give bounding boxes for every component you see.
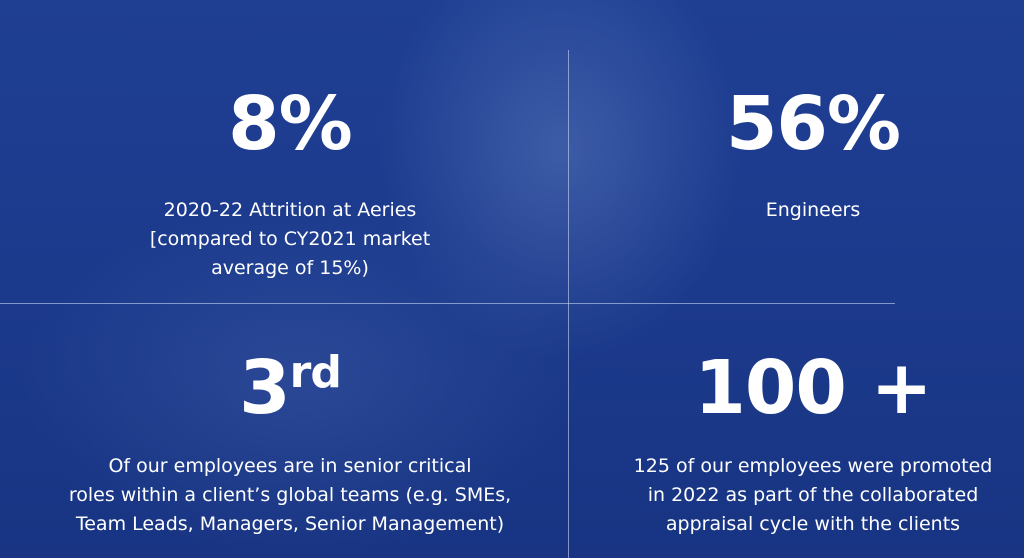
description-line: in 2022 as part of the collaborated: [647, 484, 979, 506]
description-line: Engineers: [765, 199, 861, 221]
description-line: Of our employees are in senior critical: [108, 455, 472, 477]
stat-value: 56%: [725, 81, 901, 167]
stat-number: 56%: [573, 84, 1024, 164]
stat-description: 125 of our employees were promoted in 202…: [573, 452, 1024, 539]
stat-value: 8%: [228, 81, 353, 167]
stat-number: 8%: [50, 84, 530, 164]
description-line: 2020-22 Attrition at Aeries: [163, 199, 417, 221]
stat-description: Engineers: [573, 196, 1024, 225]
stat-suffix: rd: [289, 347, 342, 398]
stat-description: 2020-22 Attrition at Aeries [compared to …: [50, 196, 530, 283]
description-line: 125 of our employees were promoted: [633, 455, 993, 477]
divider: [568, 50, 569, 558]
description-line: Team Leads, Managers, Senior Management): [75, 513, 505, 535]
description-line: appraisal cycle with the clients: [665, 513, 961, 535]
stat-number: 100 +: [573, 348, 1024, 428]
stat-description: Of our employees are in senior critical r…: [50, 452, 530, 539]
divider: [0, 303, 895, 304]
stat-value: 3: [239, 345, 290, 431]
description-line: [compared to CY2021 market: [149, 228, 431, 250]
stat-number: 3rd: [50, 348, 530, 428]
stat-value: 100 +: [694, 345, 932, 431]
description-line: roles within a client’s global teams (e.…: [68, 484, 512, 506]
description-line: average of 15%): [211, 257, 369, 279]
